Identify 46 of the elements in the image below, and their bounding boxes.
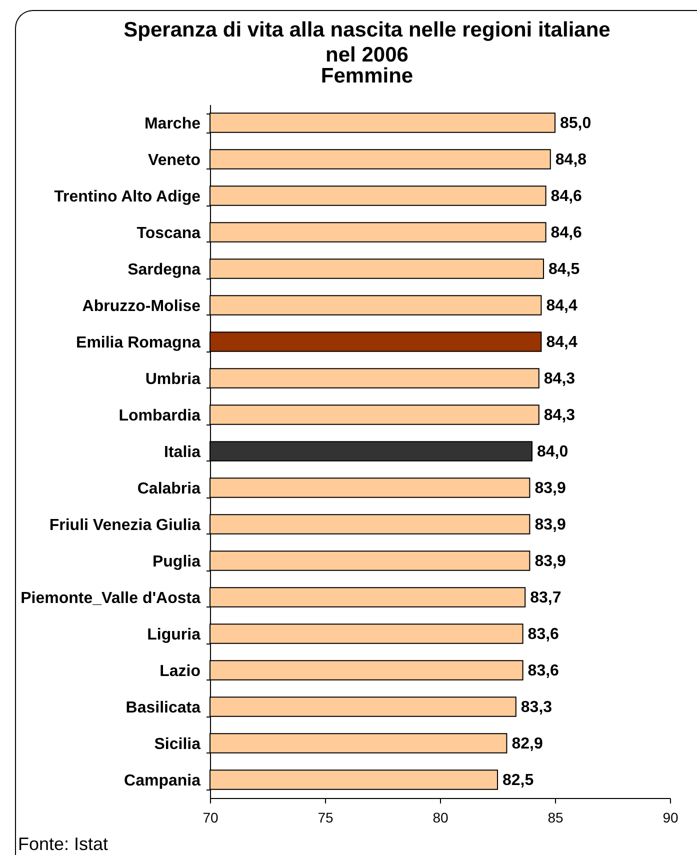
chart-subtitle: Femmine — [320, 64, 414, 88]
y-tick-label: Lazio — [160, 662, 201, 680]
y-tick-label: Italia — [164, 444, 201, 461]
x-tick-label: 70 — [202, 810, 218, 826]
data-label: 84,3 — [544, 370, 576, 388]
data-label: 83,9 — [534, 516, 566, 534]
x-tick-label: 85 — [548, 810, 564, 826]
y-tick-label: Umbria — [145, 370, 201, 388]
x-tick-label: 80 — [432, 810, 448, 826]
y-tick-label: Veneto — [148, 152, 201, 169]
y-tick-label: Friuli Venezia Giulia — [49, 516, 201, 534]
y-tick-label: Toscana — [136, 224, 201, 242]
source-note: Fonte: Istat — [18, 834, 108, 854]
data-label: 84,4 — [546, 334, 578, 351]
y-tick-label: Trentino Alto Adige — [54, 188, 201, 206]
data-label: 84,5 — [548, 260, 580, 278]
y-tick-label: Abruzzo-Molise — [82, 298, 201, 315]
data-label: 84,0 — [537, 443, 568, 460]
chart-title: Speranza di vita alla nascita nelle regioni italiane nel 2006 — [124, 18, 610, 66]
y-tick-label: Calabria — [137, 480, 201, 498]
y-tick-label: Liguria — [147, 626, 201, 644]
data-label: 83,9 — [534, 552, 566, 570]
y-tick-label: Lombardia — [118, 407, 201, 424]
x-tick-label: 90 — [662, 810, 678, 826]
y-tick-label: Piemonte_Valle d'Aosta — [20, 590, 201, 607]
data-label: 82,5 — [502, 772, 534, 789]
y-tick-label: Sardegna — [128, 261, 201, 278]
y-tick-label: Basilicata — [126, 699, 201, 716]
data-label: 84,6 — [550, 188, 582, 205]
data-label: 83,6 — [528, 662, 560, 680]
data-label: 84,4 — [546, 297, 578, 314]
data-label: 83,7 — [530, 589, 562, 606]
y-tick-label: Sicilia — [154, 736, 201, 753]
y-tick-label: Campania — [124, 772, 201, 790]
data-label: 84,6 — [550, 224, 582, 242]
data-label: 83,3 — [520, 698, 552, 716]
data-label: 84,8 — [555, 151, 587, 168]
data-label: 83,6 — [528, 626, 560, 643]
data-label: 82,9 — [512, 735, 543, 752]
y-tick-label: Emilia Romagna — [76, 334, 201, 352]
data-label: 83,9 — [534, 480, 566, 497]
data-label: 85,0 — [560, 114, 592, 132]
y-tick-label: Marche — [144, 115, 201, 132]
y-tick-label: Puglia — [152, 553, 201, 570]
x-tick-label: 75 — [318, 810, 334, 826]
data-label: 84,3 — [544, 406, 576, 424]
